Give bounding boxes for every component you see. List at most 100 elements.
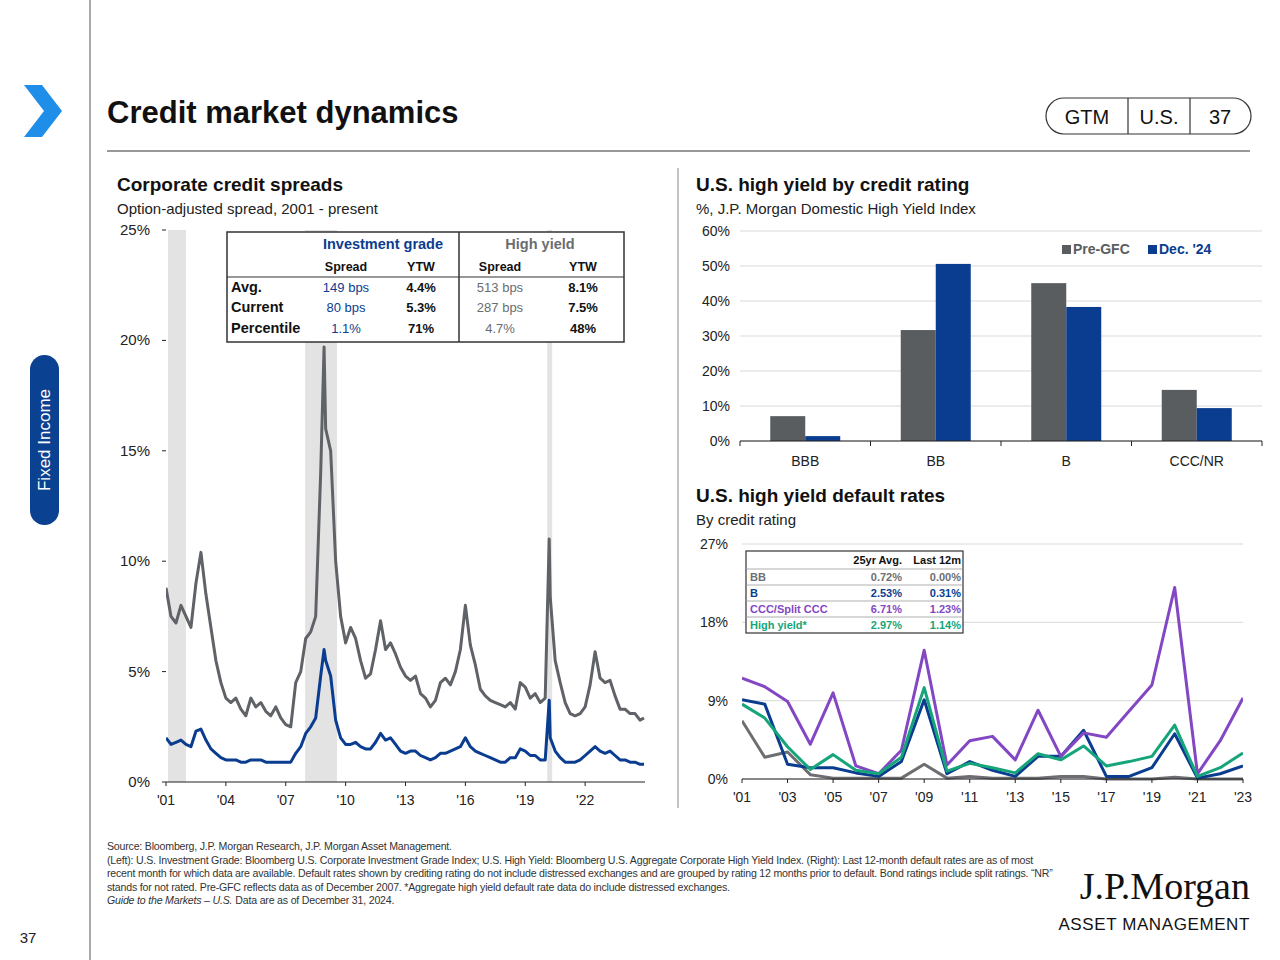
- x-tick: [345, 782, 346, 786]
- legend-swatch: [1062, 245, 1071, 254]
- guide-label: Guide to the Markets – U.S.: [107, 894, 232, 906]
- grid-line: [740, 231, 1262, 232]
- y-tick-label: 30%: [702, 328, 730, 344]
- x-tick-label: '17: [1097, 789, 1115, 805]
- y-tick: [162, 671, 166, 672]
- x-tick-label: '19: [1143, 789, 1161, 805]
- badge-divider: [1127, 98, 1128, 134]
- x-tick: [285, 782, 286, 786]
- x-tick-label: '05: [824, 789, 842, 805]
- x-tick: [1015, 779, 1016, 783]
- x-tick: [969, 779, 970, 783]
- x-tick-label: '13: [1006, 789, 1024, 805]
- table-row-label: CCC/Split CCC: [750, 603, 828, 615]
- panel-divider: [678, 168, 679, 808]
- table-cell: 6.71%: [871, 603, 902, 615]
- recession-band: [168, 230, 186, 782]
- x-tick: [787, 779, 788, 783]
- grid-line: [740, 266, 1262, 267]
- bar: [805, 436, 840, 441]
- chart-title: U.S. high yield by credit rating: [696, 174, 969, 195]
- y-tick-label: 15%: [120, 442, 150, 459]
- table-cell: 2.53%: [871, 587, 902, 599]
- y-tick-label: 25%: [120, 221, 150, 238]
- section-pill: [30, 355, 59, 525]
- table-column-header: YTW: [407, 260, 435, 274]
- x-tick: [1060, 779, 1061, 783]
- x-tick-label: '13: [396, 792, 414, 808]
- x-tick-label: '23: [1234, 789, 1252, 805]
- x-tick: [1106, 779, 1107, 783]
- bar: [770, 416, 805, 441]
- table-row-label: Percentile: [231, 320, 300, 336]
- logo-unit: ASSET MANAGEMENT: [1058, 915, 1250, 934]
- table-row-label: Current: [231, 299, 284, 315]
- grid-line: [740, 301, 1262, 302]
- category-separator: [1001, 441, 1002, 446]
- bar: [936, 264, 971, 441]
- table-group-header: Investment grade: [323, 236, 443, 252]
- page: Fixed Income 37 Credit market dynamics GTM U…: [0, 0, 1280, 960]
- y-tick-label: 5%: [128, 663, 150, 680]
- y-tick-label: 0%: [128, 773, 150, 790]
- table-cell: 7.5%: [568, 300, 598, 315]
- x-tick-label: '22: [576, 792, 594, 808]
- y-tick-label: 0%: [708, 771, 728, 787]
- category-separator: [740, 441, 741, 446]
- default-line: [742, 688, 1243, 777]
- x-tick-label: BBB: [791, 453, 819, 469]
- badge-text: GTM: [1065, 106, 1109, 128]
- spread-line: [166, 650, 644, 765]
- badge: [1046, 98, 1251, 134]
- x-tick: [166, 782, 167, 786]
- grid-line: [742, 544, 1243, 545]
- page-number: 37: [20, 929, 37, 946]
- table-cell: 71%: [408, 321, 434, 336]
- x-tick-label: '09: [915, 789, 933, 805]
- x-tick-label: '19: [516, 792, 534, 808]
- table-column-header: YTW: [569, 260, 597, 274]
- x-tick: [1197, 779, 1198, 783]
- table-column-header: Spread: [325, 260, 367, 274]
- legend-label: Dec. '24: [1159, 241, 1212, 257]
- table-column-header: 25yr Avg.: [853, 554, 902, 566]
- bar: [1162, 390, 1197, 441]
- y-tick-label: 9%: [708, 693, 728, 709]
- table-cell: 0.72%: [871, 571, 902, 583]
- y-tick: [162, 230, 166, 231]
- category-separator: [1131, 441, 1132, 446]
- bar: [1197, 408, 1232, 441]
- table-row-label: BB: [750, 571, 766, 583]
- y-tick-label: 40%: [702, 293, 730, 309]
- x-tick: [833, 779, 834, 783]
- table-cell: 0.31%: [930, 587, 961, 599]
- x-tick: [742, 779, 743, 783]
- bar: [1066, 307, 1101, 441]
- y-tick-label: 60%: [702, 223, 730, 239]
- table-frame: [227, 232, 624, 342]
- header-rule: [107, 151, 1250, 152]
- as-of-line: Guide to the Markets – U.S.Data are as o…: [107, 894, 1059, 908]
- page-title: Credit market dynamics: [107, 95, 458, 130]
- grid-line: [740, 336, 1262, 337]
- margin-rule: [90, 0, 91, 960]
- bar: [901, 330, 936, 441]
- category-separator: [870, 441, 871, 446]
- legend-swatch: [1148, 245, 1157, 254]
- y-tick-label: 50%: [702, 258, 730, 274]
- plot-area: [770, 264, 1232, 441]
- x-tick: [405, 782, 406, 786]
- table-cell: 149 bps: [323, 280, 370, 295]
- legend-label: Pre-GFC: [1073, 241, 1130, 257]
- section-label: Fixed Income: [35, 389, 54, 491]
- y-tick: [162, 561, 166, 562]
- x-tick-label: '16: [456, 792, 474, 808]
- x-tick: [878, 779, 879, 783]
- grid-line: [740, 371, 1262, 372]
- chart-subtitle: By credit rating: [696, 511, 796, 528]
- x-tick: [1151, 779, 1152, 783]
- x-tick-label: '11: [961, 789, 978, 805]
- source-note: Source: Bloomberg, J.P. Morgan Research,…: [107, 840, 1059, 854]
- chart-subtitle: Option-adjusted spread, 2001 - present: [117, 200, 379, 217]
- bar: [1031, 283, 1066, 441]
